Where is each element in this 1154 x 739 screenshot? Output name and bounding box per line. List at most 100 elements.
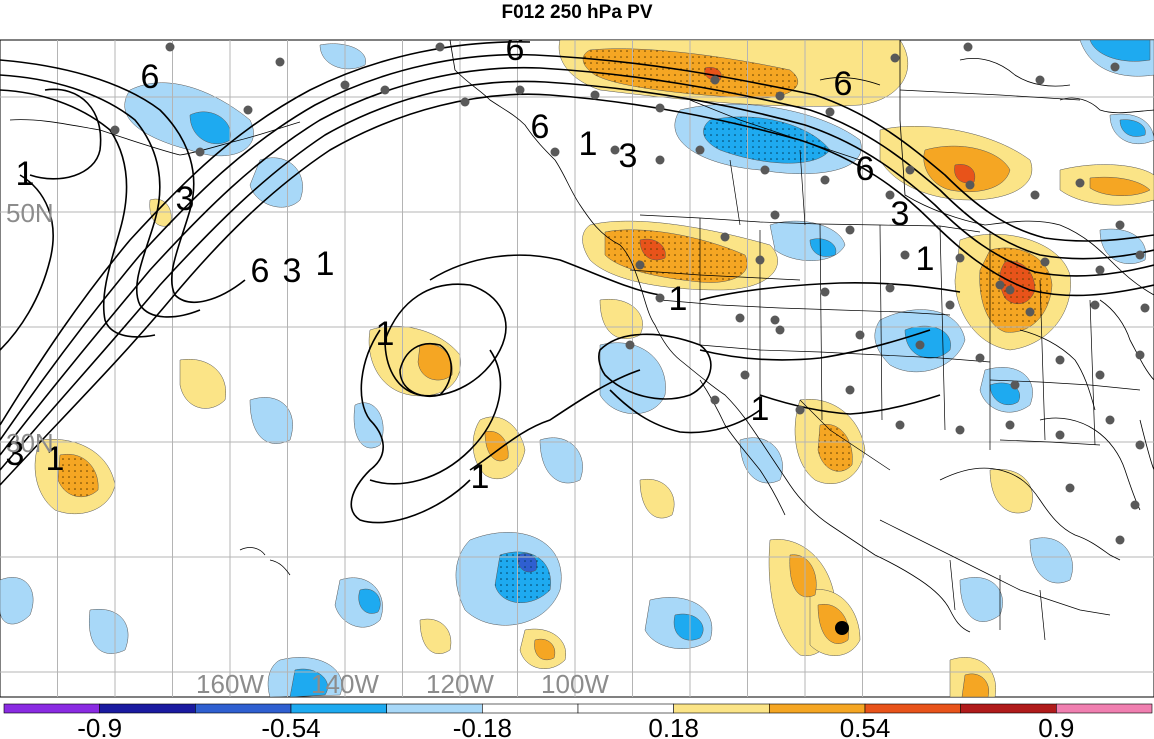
colorbar-label: -0.54 xyxy=(261,713,320,739)
contour-label: 3 xyxy=(619,137,638,175)
contour-label: 6 xyxy=(834,65,853,103)
station-dot xyxy=(885,283,895,293)
station-dot xyxy=(1055,355,1065,365)
colorbar-label: 0.18 xyxy=(648,713,699,739)
lat-label: 30N xyxy=(6,428,54,458)
station-dot xyxy=(380,85,390,95)
contour-label: 1 xyxy=(916,240,935,278)
station-dot xyxy=(1135,440,1145,450)
station-dot xyxy=(1095,265,1105,275)
station-dot xyxy=(1065,483,1075,493)
station-dot xyxy=(590,90,600,100)
contour-label: 3 xyxy=(6,435,25,473)
colorbar-segment xyxy=(99,703,196,714)
colorbar-segment xyxy=(769,703,866,714)
contour-label: 1 xyxy=(669,280,688,318)
colorbar-label: -0.18 xyxy=(453,713,512,739)
station-dot xyxy=(275,57,285,67)
station-dot xyxy=(995,280,1005,290)
station-dot xyxy=(965,180,975,190)
station-dot xyxy=(1090,300,1100,310)
station-dot xyxy=(895,420,905,430)
colorbar-segment xyxy=(960,703,1057,714)
station-dot xyxy=(905,165,915,175)
station-dot xyxy=(165,42,175,52)
station-dot xyxy=(955,253,965,263)
station-dot xyxy=(770,210,780,220)
station-dot xyxy=(900,250,910,260)
station-dot xyxy=(945,300,955,310)
station-dot xyxy=(845,225,855,235)
colorbar-segment xyxy=(864,703,961,714)
colorbar-label: 0.54 xyxy=(840,713,891,739)
pv-contours xyxy=(0,41,1154,524)
station-dot xyxy=(915,340,925,350)
contour-label: 1 xyxy=(471,458,490,496)
station-dot xyxy=(975,353,985,363)
station-dot xyxy=(795,405,805,415)
station-dot xyxy=(625,340,635,350)
station-dot xyxy=(755,255,765,265)
station-dot xyxy=(435,42,445,52)
colorbar-segment xyxy=(577,703,674,714)
station-dot xyxy=(1025,307,1035,317)
station-dot xyxy=(1135,250,1145,260)
station-dot xyxy=(1010,380,1020,390)
station-dot xyxy=(1035,75,1045,85)
station-dot xyxy=(855,330,865,340)
station-dot xyxy=(1030,190,1040,200)
station-dot xyxy=(775,325,785,335)
observation-stations xyxy=(110,42,1150,545)
station-dot xyxy=(1055,430,1065,440)
station-dot xyxy=(110,125,120,135)
station-dot xyxy=(1110,62,1120,72)
station-dot xyxy=(1105,415,1115,425)
station-dot xyxy=(720,232,730,242)
contour-label: 3 xyxy=(891,195,910,233)
colorbar-label: -0.9 xyxy=(77,713,122,739)
contour-label: 1 xyxy=(751,390,770,428)
lat-label: 50N xyxy=(6,198,54,228)
station-dot xyxy=(515,85,525,95)
station-dot xyxy=(710,395,720,405)
contour-label: 6 xyxy=(141,58,160,96)
station-dot xyxy=(955,425,965,435)
station-dot xyxy=(655,293,665,303)
station-dot xyxy=(760,165,770,175)
significance-stipple-blue xyxy=(495,116,830,603)
station-dot xyxy=(340,80,350,90)
colorbar-label: 0.9 xyxy=(1038,713,1074,739)
colorbar: -0.9 -0.54 -0.18 0.18 0.54 0.9 xyxy=(3,703,1153,739)
station-dot xyxy=(460,97,470,107)
station-dot xyxy=(963,42,973,52)
lon-label: 140W xyxy=(311,669,379,699)
station-dot xyxy=(1130,500,1140,510)
lon-label: 160W xyxy=(196,669,264,699)
contour-label: 1 xyxy=(316,245,335,283)
colorbar-segment xyxy=(482,703,579,714)
station-dot xyxy=(1135,350,1145,360)
contour-label: 6 xyxy=(531,108,550,146)
contour-label: 6 xyxy=(251,252,270,290)
station-dot xyxy=(655,103,665,113)
contour-label: 3 xyxy=(176,180,195,218)
contour-label: 3 xyxy=(283,252,302,290)
colorbar-segment xyxy=(673,703,770,714)
grid-labels: 50N 30N 160W 140W 120W 100W xyxy=(6,198,609,699)
station-dot xyxy=(775,91,785,101)
station-dot xyxy=(820,287,830,297)
station-dot xyxy=(710,75,720,85)
colorbar-segment xyxy=(3,703,100,714)
station-dot xyxy=(1005,420,1015,430)
contour-label: 6 xyxy=(856,150,875,188)
station-dot xyxy=(1095,370,1105,380)
station-dot xyxy=(195,147,205,157)
station-dot xyxy=(610,145,620,155)
station-dot xyxy=(890,53,900,63)
station-dot xyxy=(820,175,830,185)
station-dot xyxy=(1075,178,1085,188)
station-dot xyxy=(1005,285,1015,295)
station-dot xyxy=(770,315,780,325)
